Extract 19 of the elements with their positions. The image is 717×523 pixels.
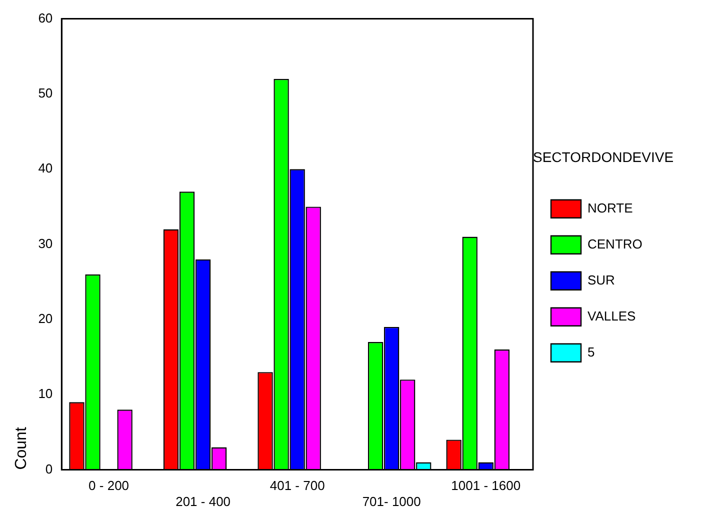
x-tick-label: 201 - 400 <box>176 494 231 509</box>
y-tick-label: 50 <box>38 86 53 101</box>
legend-label: VALLES <box>588 308 716 324</box>
y-tick-label: 30 <box>38 236 53 251</box>
x-tick-label: 401 - 700 <box>270 478 325 494</box>
legend-label: 5 <box>588 344 674 360</box>
x-tick-label: 701- 1000 <box>362 494 421 509</box>
y-tick-label: 0 <box>45 461 53 476</box>
legend-title: SECTORDONDEVIVE <box>533 148 674 165</box>
legend-label: SUR <box>588 272 694 288</box>
x-tick-label: 1001 - 1600 <box>451 478 521 494</box>
y-tick-label: 40 <box>38 160 53 176</box>
x-tick-label: 0 - 200 <box>88 478 130 494</box>
y-tick-label: 10 <box>38 386 53 402</box>
y-tick-label: 20 <box>38 311 53 326</box>
y-axis-title: Count <box>13 426 30 470</box>
y-tick-label: 60 <box>38 10 53 26</box>
legend-label: NORTE <box>588 200 712 216</box>
legend-label: CENTRO <box>588 236 717 252</box>
